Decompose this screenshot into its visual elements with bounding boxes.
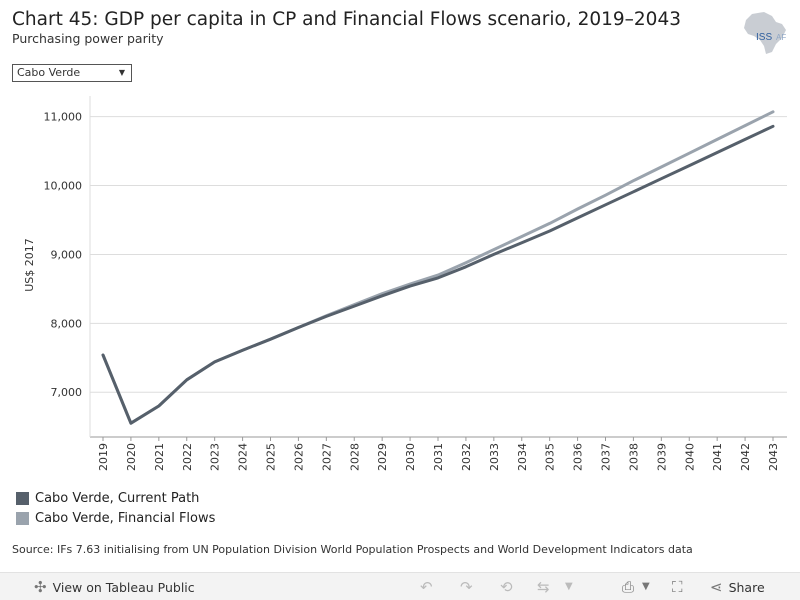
x-tick-label: 2023 [209,443,222,471]
logo-text: ISS [756,32,772,43]
x-tick-label: 2041 [711,443,724,471]
chart-subtitle: Purchasing power parity [12,31,164,46]
iss-africa-logo: ISS AF [744,12,786,54]
share-button[interactable]: ⋖ Share [710,578,765,596]
x-tick-label: 2025 [265,443,278,471]
x-tick-label: 2043 [767,443,780,471]
x-tick-label: 2024 [237,443,250,471]
y-axis-label: US$ 2017 [23,238,36,292]
legend: Cabo Verde, Current Path Cabo Verde, Fin… [16,488,215,528]
tableau-toolbar: ✣ View on Tableau Public ↶ ↷ ⟲ ⇆ ▼ ⎙ ▼ ⛶… [0,572,800,600]
x-tick-label: 2033 [488,443,501,471]
refresh-dropdown-icon[interactable]: ▼ [565,581,573,592]
gridlines [90,116,787,393]
y-tick-labels: 7,000 8,000 9,000 10,000 11,000 [44,111,83,400]
x-tick-label: 2019 [97,443,110,471]
logo-text-suffix: AF [776,33,786,42]
revert-icon[interactable]: ⟲ [500,578,513,596]
y-tick-label: 10,000 [44,180,83,193]
undo-icon[interactable]: ↶ [420,578,433,596]
x-tick-label: 2030 [404,443,417,471]
redo-icon[interactable]: ↷ [460,578,473,596]
fullscreen-icon[interactable]: ⛶ [672,578,683,596]
x-tick-label: 2040 [683,443,696,471]
x-tick-label: 2020 [125,443,138,471]
x-tick-label: 2034 [516,443,529,471]
series-line-financial-flows[interactable] [101,110,775,425]
download-icon[interactable]: ⎙ [622,578,635,596]
share-label: Share [728,579,765,595]
source-note: Source: IFs 7.63 initialising from UN Po… [12,543,693,556]
refresh-icon[interactable]: ⇆ [537,578,550,596]
series-line-current-path[interactable] [101,124,775,425]
country-filter-dropdown[interactable]: Cabo Verde ▼ [12,64,132,82]
dropdown-arrow-icon[interactable]: ▼ [118,68,125,77]
x-tick-label: 2038 [627,443,640,471]
x-tick-label: 2035 [544,443,557,471]
x-tick-label: 2027 [320,443,333,471]
line-chart: 7,000 8,000 9,000 10,000 11,000 2019 2020 2021… [23,96,787,471]
x-tick-label: 2026 [292,443,305,471]
series-lines [101,110,775,425]
view-on-tableau-label: View on Tableau Public [52,579,195,595]
x-tick-label: 2039 [655,443,668,471]
y-tick-label: 8,000 [51,317,83,330]
x-tick-label: 2037 [600,443,613,471]
share-icon: ⋖ [710,578,723,596]
legend-item-current-path[interactable]: Cabo Verde, Current Path [16,488,215,508]
x-tick-labels: 2019 2020 2021 2022 2023 2024 2025 2026 2027 2028… [97,437,780,471]
x-tick-label: 2021 [153,443,166,471]
x-tick-label: 2032 [460,443,473,471]
legend-label-current-path: Cabo Verde, Current Path [35,490,200,506]
x-tick-label: 2031 [432,443,445,471]
x-tick-label: 2028 [348,443,361,471]
x-tick-label: 2042 [739,443,752,471]
download-dropdown-icon[interactable]: ▼ [642,581,650,592]
x-tick-label: 2022 [181,443,194,471]
x-tick-label: 2029 [376,443,389,471]
legend-swatch-financial-flows [16,511,29,525]
legend-label-financial-flows: Cabo Verde, Financial Flows [35,510,216,526]
x-tick-label: 2036 [572,443,585,471]
view-on-tableau-button[interactable]: ✣ View on Tableau Public [34,578,195,596]
africa-map-icon [744,12,786,54]
legend-swatch-current-path [16,491,29,505]
chart-title: Chart 45: GDP per capita in CP and Finan… [12,9,681,30]
y-tick-label: 7,000 [51,386,83,399]
y-tick-label: 9,000 [51,248,83,261]
legend-item-financial-flows[interactable]: Cabo Verde, Financial Flows [16,508,215,528]
country-filter-value: Cabo Verde [17,66,81,79]
y-tick-label: 11,000 [44,111,83,124]
tableau-logo-icon: ✣ [34,578,47,596]
